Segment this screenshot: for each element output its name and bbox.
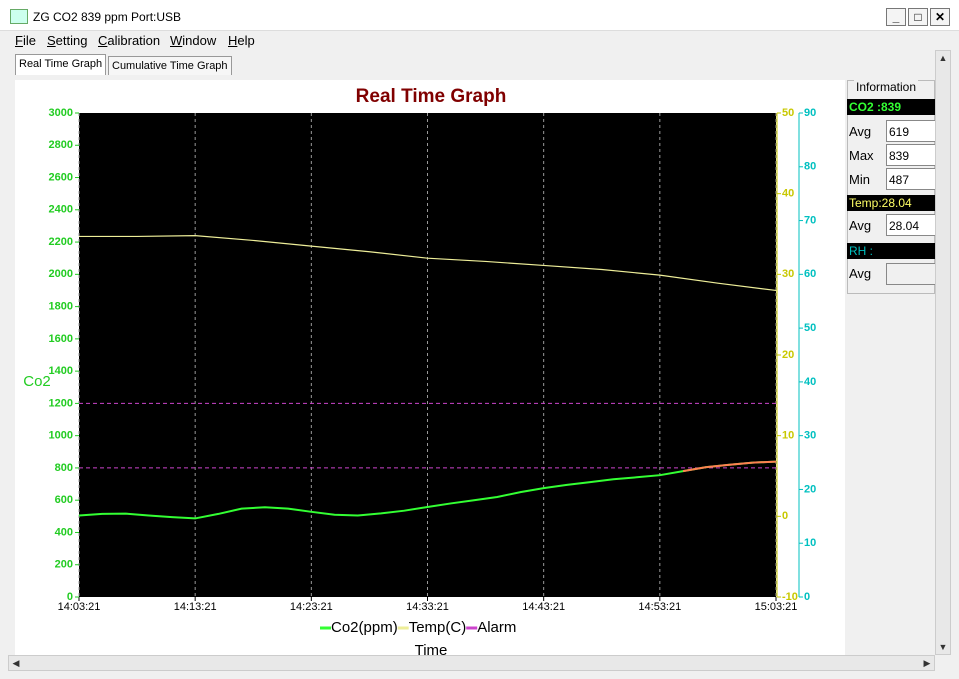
chart: Real Time Graph Co2 Time 14:03:21 14:13:2… [15, 80, 845, 655]
y-tick-label: 2800 [49, 139, 73, 151]
y-tick-label: 200 [55, 559, 73, 571]
scroll-left[interactable]: ◀ [12, 658, 20, 668]
legend-label: Co2(ppm) [331, 619, 398, 636]
minimize-button[interactable]: _ [886, 8, 906, 26]
vertical-scrollbar[interactable] [935, 50, 951, 655]
rh-reading: RH : [847, 243, 935, 259]
alarm-segment [752, 460, 777, 464]
alarm-segment [729, 461, 753, 466]
series-line [78, 460, 777, 520]
legend-label: Alarm [477, 619, 516, 636]
field-label: Avg [849, 124, 872, 139]
app-icon [10, 9, 28, 24]
field-value: 487 [886, 168, 935, 190]
menu-item[interactable]: File [15, 33, 36, 48]
field-label: Max [849, 148, 874, 163]
horizontal-scrollbar[interactable] [8, 655, 935, 671]
title-bar [0, 0, 959, 31]
field-label: Min [849, 172, 870, 187]
y3-tick-label: 40 [804, 376, 816, 388]
y2-tick-label: 20 [782, 349, 794, 361]
y3-tick-label: 80 [804, 161, 816, 173]
y-tick-label: 1600 [49, 333, 73, 345]
y3-tick-label: 70 [804, 214, 816, 226]
y2-tick-label: -10 [782, 591, 798, 603]
field-label: Avg [849, 266, 872, 281]
menu-item[interactable]: Window [170, 33, 217, 48]
y2-tick-label: 30 [782, 268, 794, 280]
close-button[interactable]: ✕ [930, 8, 950, 26]
scroll-up[interactable]: ▲ [938, 53, 948, 63]
y3-tick-label: 50 [804, 322, 816, 334]
alarm-segment [706, 463, 730, 469]
series-line [79, 235, 777, 292]
y2-tick-label: 50 [782, 107, 794, 119]
legend-label: Temp(C) [409, 619, 467, 636]
field-value: 839 [886, 144, 935, 166]
y-axis-label: Co2 [23, 373, 51, 390]
field-value [886, 263, 935, 285]
menu-item[interactable]: Setting [47, 33, 88, 48]
menu-item[interactable]: Calibration [98, 33, 161, 48]
co2-reading: CO2 :839 [847, 99, 935, 115]
scroll-right[interactable]: ▶ [923, 658, 931, 668]
y3-tick-label: 10 [804, 537, 816, 549]
group-title: Information [854, 80, 919, 94]
y2-tick-label: 0 [782, 510, 788, 522]
scroll-down[interactable]: ▼ [938, 642, 948, 652]
y-tick-label: 600 [55, 494, 73, 506]
y-tick-label: 2200 [49, 236, 73, 248]
tab[interactable]: Cumulative Time Graph [108, 56, 232, 75]
x-tick-label: 14:13:21 [174, 601, 217, 613]
alarm-segment [682, 466, 707, 473]
y-tick-label: 2000 [49, 268, 73, 280]
field-value: 28.04 [886, 214, 935, 236]
x-tick-label: 14:53:21 [638, 601, 681, 613]
field-label: Avg [849, 218, 872, 233]
menu-item[interactable]: Help [228, 33, 255, 48]
maximize-button[interactable]: □ [908, 8, 928, 26]
field-value: 619 [886, 120, 935, 142]
y-tick-label: 1200 [49, 397, 73, 409]
y3-tick-label: 20 [804, 483, 816, 495]
window-title: ZG CO2 839 ppm Port:USB [33, 10, 182, 24]
y2-tick-label: 10 [782, 430, 794, 442]
y-tick-label: 2600 [49, 171, 73, 183]
temp-reading: Temp:28.04 [847, 195, 935, 211]
x-tick-label: 14:23:21 [290, 601, 333, 613]
y-tick-label: 3000 [49, 107, 73, 119]
y-tick-label: 800 [55, 462, 73, 474]
x-tick-label: 14:43:21 [522, 601, 565, 613]
y-tick-label: 1000 [49, 430, 73, 442]
y3-tick-label: 90 [804, 107, 816, 119]
tab[interactable]: Real Time Graph [15, 54, 107, 75]
y3-tick-label: 30 [804, 430, 816, 442]
y-tick-label: 1800 [49, 301, 73, 313]
y2-tick-label: 40 [782, 188, 794, 200]
x-tick-label: 14:03:21 [58, 601, 101, 613]
x-axis-label: Time [415, 642, 448, 655]
chart-title: Real Time Graph [356, 86, 507, 107]
y-tick-label: 1400 [49, 365, 73, 377]
y3-tick-label: 0 [804, 591, 810, 603]
y-tick-label: 0 [67, 591, 73, 603]
y-tick-label: 400 [55, 526, 73, 538]
y-tick-label: 2400 [49, 204, 73, 216]
y3-tick-label: 60 [804, 268, 816, 280]
x-tick-label: 14:33:21 [406, 601, 449, 613]
x-tick-label: 15:03:21 [755, 601, 798, 613]
